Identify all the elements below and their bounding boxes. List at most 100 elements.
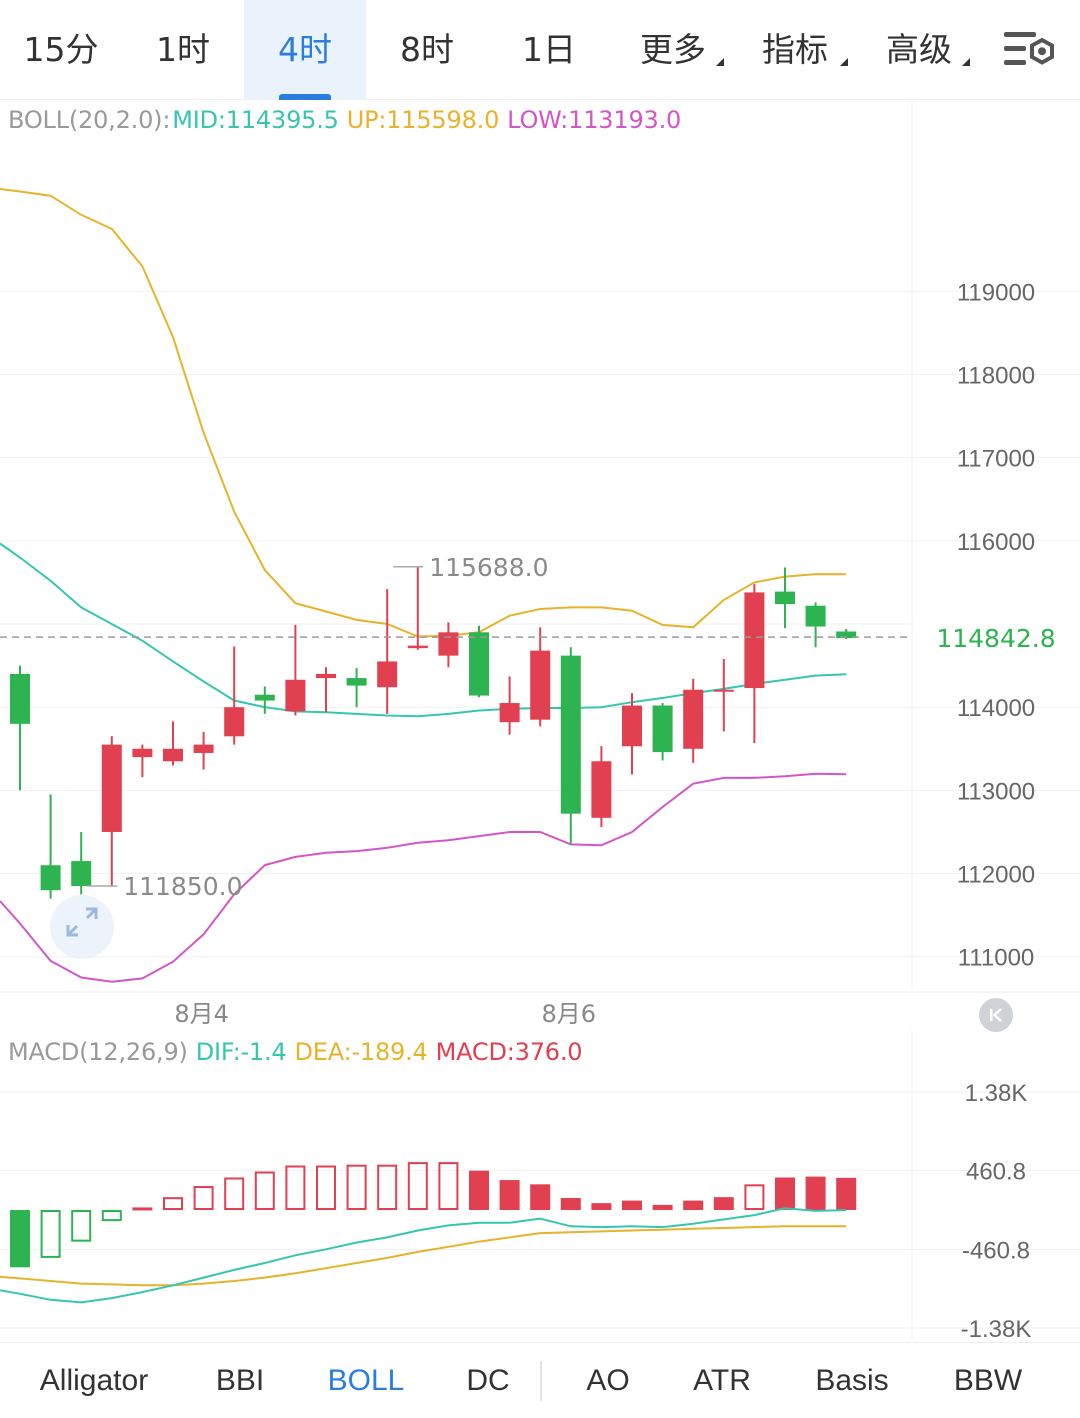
y-tick-label: 114000 (957, 695, 1035, 722)
macd-chart[interactable]: 1.38K 460.8 -460.8 -1.38K (0, 1030, 1080, 1342)
candle-body (530, 650, 551, 720)
settings-list-icon[interactable] (1000, 26, 1058, 76)
indicator-tab-alligator[interactable]: Alligator (14, 1343, 174, 1418)
macd-bar (438, 1162, 459, 1211)
y-tick-label: 116000 (957, 529, 1035, 556)
macd-dif: DIF:-1.4 (195, 1038, 287, 1066)
candle (499, 676, 520, 735)
boll-name: BOLL(20,2.0): (8, 106, 171, 134)
candle (254, 686, 275, 714)
tab-label: 1日 (522, 30, 576, 69)
boll-low: LOW:113193.0 (507, 106, 682, 134)
tab-1d[interactable]: 1日 (488, 0, 610, 100)
indicator-tab-bbw[interactable]: BBW (934, 1343, 1042, 1418)
macd-bar (71, 1210, 92, 1242)
macd-bar (652, 1204, 673, 1210)
candle (224, 646, 245, 745)
tab-indicators[interactable]: 指标 (734, 0, 856, 100)
boll-mid-line (0, 542, 847, 718)
macd-bar (560, 1198, 581, 1210)
candle (377, 589, 398, 714)
dropdown-caret-icon (840, 58, 848, 66)
tab-advanced[interactable]: 高级 (858, 0, 980, 100)
y-tick-label: 460.8 (966, 1159, 1026, 1186)
tab-more[interactable]: 更多 (612, 0, 734, 100)
expand-arrows-icon (66, 907, 98, 937)
macd-bar (377, 1164, 398, 1210)
macd-bar (316, 1165, 336, 1211)
macd-bar (713, 1197, 734, 1210)
candle (683, 678, 704, 763)
y-tick-label: 119000 (957, 279, 1035, 306)
indicator-tab-dc[interactable]: DC (440, 1343, 536, 1418)
y-tick-label: 118000 (957, 362, 1035, 389)
skip-back-icon (990, 1008, 1002, 1022)
candle (591, 746, 612, 827)
candle-body (163, 748, 183, 762)
y-tick-label: -460.8 (962, 1237, 1030, 1264)
candle (132, 744, 153, 778)
candle (346, 668, 367, 708)
last-price-label: 114842.8 (936, 624, 1055, 653)
y-tick-label: 1.38K (965, 1080, 1028, 1107)
macd-bar (836, 1177, 857, 1210)
macd-bar (285, 1165, 306, 1211)
candle (10, 665, 30, 791)
indicator-tab-boll[interactable]: BOLL (306, 1343, 426, 1418)
candle (469, 625, 489, 698)
candle-body (469, 632, 489, 696)
macd-bar (407, 1162, 428, 1211)
boll-up: UP:115598.0 (346, 106, 500, 134)
indicator-tab-label: AO (586, 1364, 630, 1397)
expand-chart-button[interactable] (50, 895, 114, 959)
candle-body (438, 632, 459, 656)
dif-line (0, 1207, 847, 1304)
tab-4h[interactable]: 4时 (244, 0, 366, 100)
candle-body (101, 744, 122, 832)
macd-legend: MACD(12,26,9) DIF:-1.4 DEA:-189.4 MACD:376.… (8, 1038, 590, 1066)
candle-body (744, 592, 765, 689)
indicator-tab-label: BOLL (327, 1364, 405, 1397)
candle-body (713, 689, 734, 692)
candle (40, 794, 61, 899)
indicator-tab-ao[interactable]: AO (560, 1343, 656, 1418)
tab-8h[interactable]: 8时 (366, 0, 488, 100)
macd-bar (805, 1176, 826, 1210)
indicator-tab-bbi[interactable]: BBI (190, 1343, 290, 1418)
low-marker-label: 111850.0 (123, 872, 242, 901)
candle-body (224, 707, 245, 737)
candle (407, 566, 428, 650)
dea-line (0, 1225, 847, 1287)
macd-bar (193, 1186, 214, 1210)
candle (622, 693, 642, 775)
active-tab-indicator (279, 94, 331, 100)
candle (193, 732, 214, 770)
candle-body (775, 591, 795, 605)
indicator-tab-label: Basis (815, 1364, 889, 1397)
macd-bar (530, 1184, 551, 1210)
tab-15m[interactable]: 15分 (0, 0, 122, 100)
candle (713, 658, 734, 732)
macd-bar (346, 1164, 367, 1210)
candle (530, 627, 551, 727)
candle-body (591, 761, 612, 818)
scroll-to-latest-button[interactable] (979, 998, 1013, 1032)
tab-label: 指标 (762, 30, 828, 69)
candle-body (193, 744, 214, 753)
indicator-tab-basis[interactable]: Basis (796, 1343, 908, 1418)
macd-name: MACD(12,26,9) (8, 1038, 188, 1066)
boll-up-line (0, 188, 847, 638)
candlestick-chart[interactable]: 1190001180001170001160001150001140001130… (0, 100, 1080, 1030)
candle (163, 721, 183, 766)
y-tick-label: 113000 (957, 778, 1035, 805)
macd-bar (499, 1180, 520, 1210)
indicator-tab-atr[interactable]: ATR (672, 1343, 772, 1418)
candle-body (683, 689, 704, 749)
candle-body (316, 673, 336, 679)
tab-1h[interactable]: 1时 (122, 0, 244, 100)
tab-label: 更多 (640, 30, 706, 69)
macd-bar (622, 1200, 642, 1210)
tab-label: 高级 (886, 30, 952, 69)
macd-dea: DEA:-189.4 (294, 1038, 428, 1066)
indicator-tab-label: Alligator (39, 1364, 149, 1397)
